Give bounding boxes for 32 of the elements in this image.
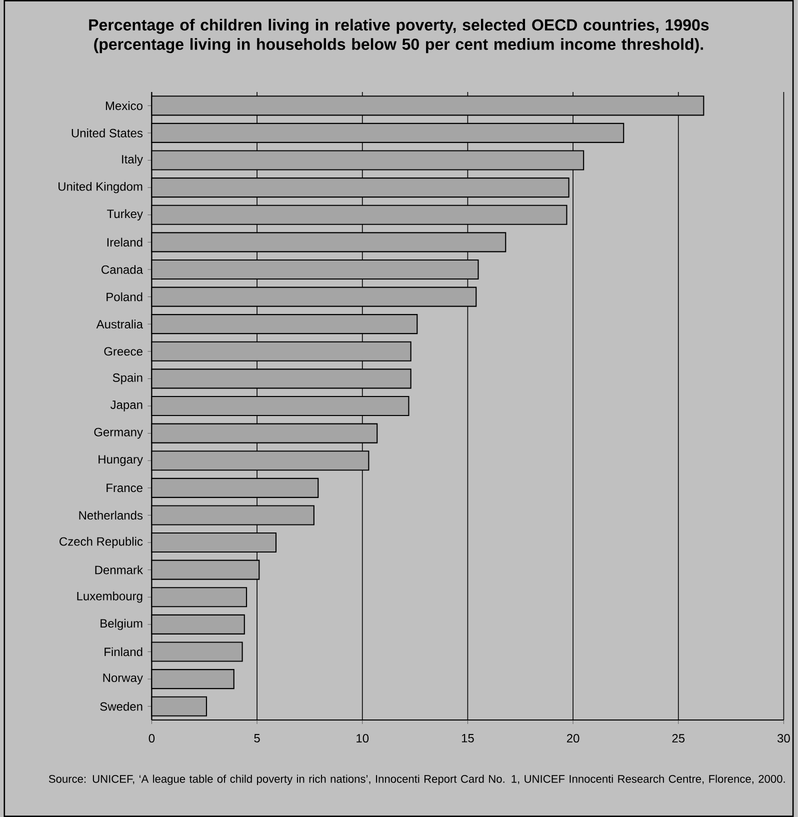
y-tick-label: Hungary [98,455,144,466]
y-tick-label: Sweden [100,702,142,711]
y-tick-label: Ireland [107,238,142,247]
x-tick-label: 0 [148,734,155,743]
x-tick-label: 15 [462,734,474,742]
y-tick-label: Germany [94,428,144,439]
y-tick-label: Canada [102,265,144,274]
y-tick-label: France [106,484,143,492]
y-tick-label: Denmark [95,565,144,574]
y-tick-label: Japan [110,400,142,412]
y-tick-label: Spain [112,373,142,384]
y-tick-label: Finland [104,647,142,656]
y-tick-label: Netherlands [79,510,143,520]
chart-title: Percentage of children living in relative poverty, selected OECD countries, 1990s (percentage living in households below 50 per cent medium income threshold). [89,18,709,54]
source-note: Source: UNICEF, ‘A league table of child poverty in rich nations’, Innocenti Report Card No. 1, UNICEF Innocenti Research Centre, Florence, 2000. [48,774,785,786]
y-tick-label: Poland [106,292,142,302]
x-tick-label: 20 [567,734,580,743]
x-tick-label: 5 [254,734,260,742]
y-tick-label: Turkey [107,209,144,220]
x-tick-label: 25 [672,734,685,743]
y-tick-label: Belgium [100,618,142,630]
x-tick-label: 10 [356,734,369,743]
y-tick-label: United States [72,128,143,138]
x-tick-label: 30 [778,734,790,743]
y-tick-label: Czech Republic [60,536,143,548]
y-tick-label: Mexico [106,101,143,110]
y-tick-label: Italy [122,154,144,166]
y-tick-label: Australia [96,320,144,329]
y-tick-label: United Kingdom [58,182,142,194]
y-tick-label: Luxembourg [77,592,142,603]
y-tick-label: Greece [104,347,143,356]
y-tick-label: Norway [103,674,144,684]
